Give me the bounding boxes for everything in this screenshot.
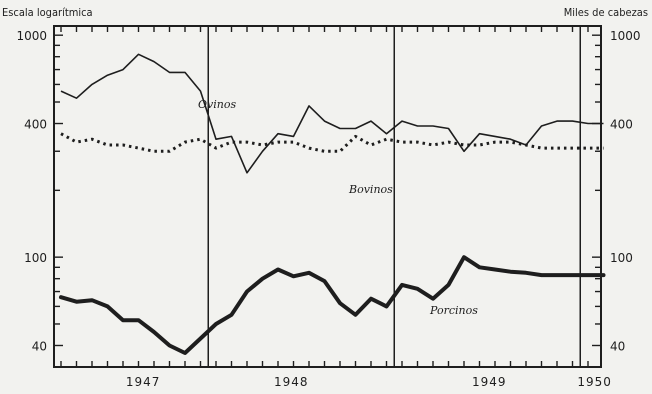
right-tick-label-400: 400: [610, 118, 633, 132]
right-tick-labels: 1000 400 100 40: [610, 29, 641, 353]
series-line-bovinos: [60, 132, 604, 153]
year-labels: 1947 1948 1949 1950: [126, 375, 612, 389]
right-axis-title: Miles de cabezas: [564, 6, 648, 19]
tick-marks: [54, 26, 601, 367]
right-tick-label-40: 40: [610, 339, 625, 353]
series-label-porcinos: Porcinos: [429, 304, 478, 317]
right-tick-label-100: 100: [610, 251, 633, 265]
series-line-porcinos: [59, 255, 606, 355]
year-label-1948: 1948: [274, 375, 309, 389]
left-tick-labels: 1000 400 100 40: [16, 29, 47, 353]
vertical-dividers: [207, 26, 581, 367]
year-label-1947: 1947: [126, 375, 161, 389]
year-label-1950: 1950: [577, 375, 612, 389]
left-tick-label-1000: 1000: [16, 29, 47, 43]
series-line-ovinos: [60, 53, 604, 174]
right-tick-label-1000: 1000: [610, 29, 641, 43]
series-label-bovinos: Bovinos: [348, 183, 393, 196]
series-label-ovinos: Ovinos: [198, 98, 236, 111]
year-label-1949: 1949: [472, 375, 507, 389]
left-tick-label-400: 400: [24, 118, 47, 132]
plot-frame: [53, 25, 602, 368]
left-axis-title: Escala logarítmica: [2, 6, 93, 19]
series-lines: [59, 53, 606, 355]
left-tick-label-40: 40: [32, 339, 47, 353]
left-tick-label-100: 100: [24, 251, 47, 265]
